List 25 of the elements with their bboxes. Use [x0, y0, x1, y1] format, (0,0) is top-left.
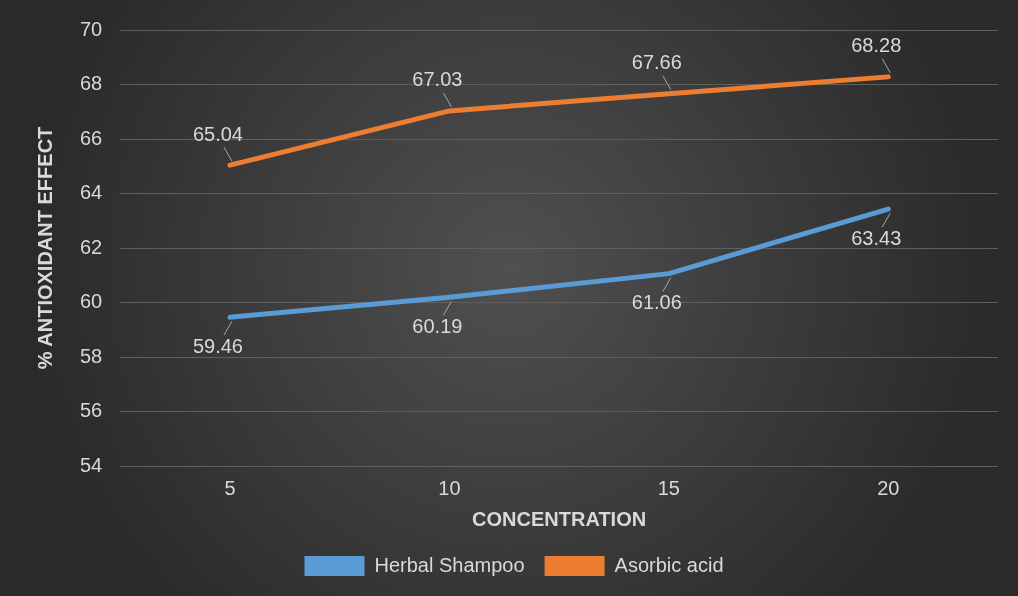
y-tick-label: 62 — [80, 235, 103, 258]
data-label: 60.19 — [412, 314, 463, 337]
x-tick-label: 15 — [657, 476, 680, 499]
data-label: 67.03 — [412, 68, 463, 91]
legend-label: Asorbic acid — [614, 553, 724, 576]
y-tick-label: 68 — [80, 72, 103, 95]
data-label: 67.66 — [631, 51, 682, 74]
data-label: 59.46 — [192, 334, 243, 357]
data-label: 68.28 — [851, 34, 902, 57]
data-label: 63.43 — [851, 226, 902, 249]
y-axis-title: % ANTIOXIDANT EFFECT — [33, 126, 56, 370]
y-tick-label: 64 — [80, 181, 103, 204]
x-tick-label: 10 — [438, 476, 461, 499]
data-label: 65.04 — [192, 122, 243, 145]
y-tick-label: 70 — [80, 17, 103, 40]
x-tick-label: 5 — [224, 476, 236, 499]
legend-label: Herbal Shampoo — [374, 553, 525, 576]
y-tick-label: 60 — [80, 290, 103, 313]
y-tick-label: 54 — [80, 453, 103, 476]
y-tick-label: 66 — [80, 126, 103, 149]
y-tick-label: 56 — [80, 399, 103, 422]
data-label: 61.06 — [631, 291, 682, 314]
x-tick-label: 20 — [877, 476, 900, 499]
y-tick-label: 58 — [80, 344, 103, 367]
x-axis-title: CONCENTRATION — [472, 507, 647, 530]
